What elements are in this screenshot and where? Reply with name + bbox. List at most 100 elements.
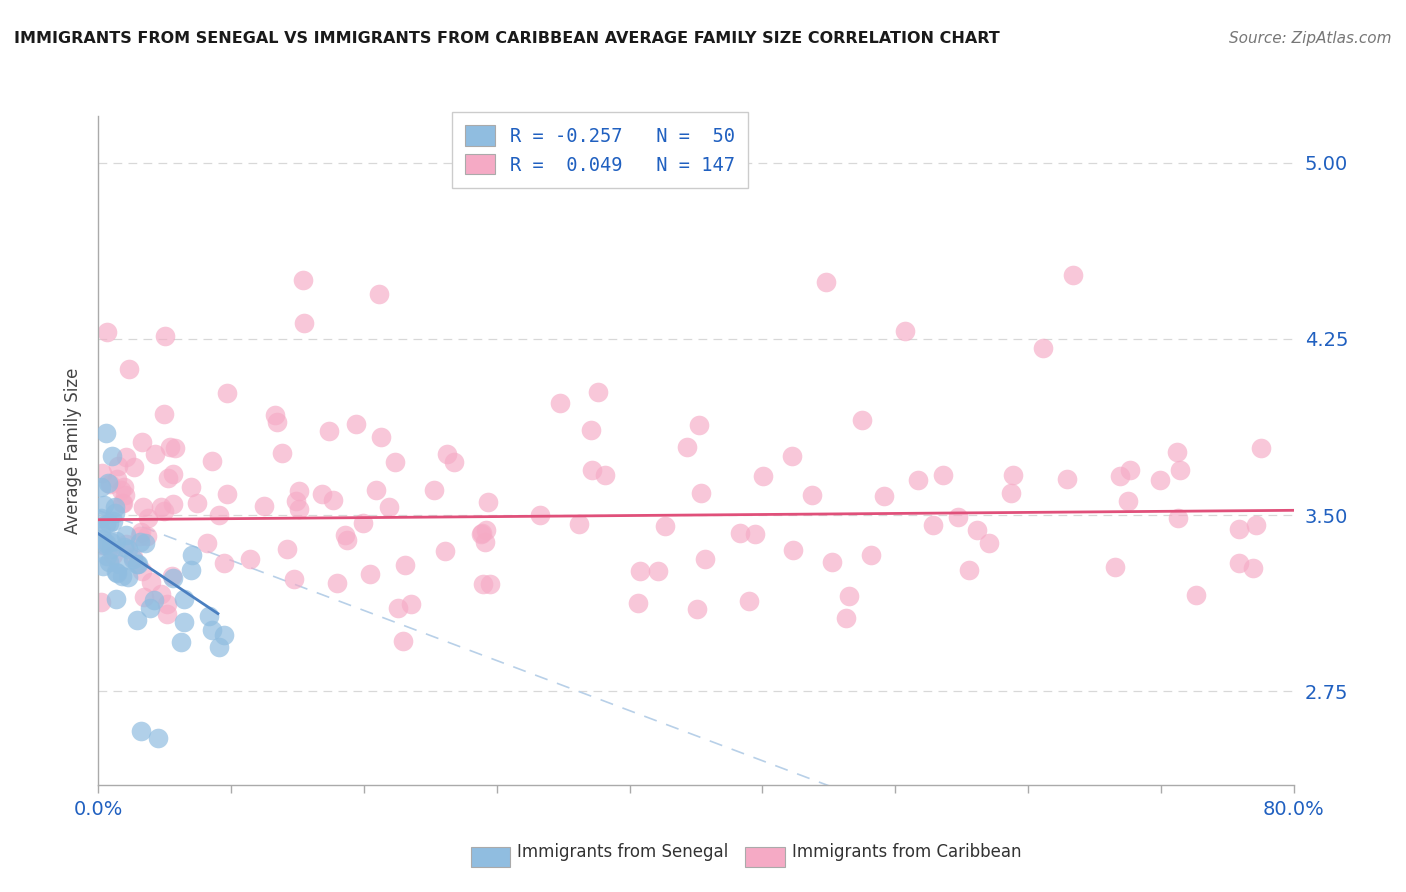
Point	[780, 449, 803, 463]
Point	[470, 526, 492, 541]
Point	[436, 447, 458, 461]
Point	[851, 412, 873, 426]
Point	[1227, 523, 1250, 537]
Point	[93, 498, 115, 512]
Point	[173, 615, 195, 629]
Point	[977, 536, 1000, 550]
Point	[104, 506, 127, 520]
Point	[129, 535, 152, 549]
Point	[134, 536, 156, 550]
Point	[1149, 473, 1171, 487]
Point	[129, 525, 152, 540]
Point	[117, 570, 139, 584]
Point	[894, 324, 917, 338]
Point	[581, 463, 603, 477]
Point	[1104, 560, 1126, 574]
Point	[433, 544, 456, 558]
Point	[117, 362, 139, 376]
Point	[628, 564, 651, 578]
Point	[318, 425, 340, 439]
Point	[98, 516, 121, 530]
Point	[129, 529, 152, 543]
Point	[1167, 511, 1189, 525]
Point	[907, 473, 929, 487]
Point	[153, 328, 176, 343]
Point	[159, 440, 181, 454]
Point	[212, 628, 235, 642]
Point	[283, 572, 305, 586]
Point	[548, 396, 571, 410]
Point	[129, 723, 152, 738]
Point	[288, 484, 311, 499]
Point	[94, 517, 117, 532]
Point	[180, 480, 202, 494]
Point	[287, 502, 309, 516]
Point	[253, 500, 276, 514]
Point	[378, 500, 401, 515]
Text: IMMIGRANTS FROM SENEGAL VS IMMIGRANTS FROM CARIBBEAN AVERAGE FAMILY SIZE CORRELA: IMMIGRANTS FROM SENEGAL VS IMMIGRANTS FR…	[14, 31, 1000, 46]
Point	[143, 593, 166, 607]
Point	[1166, 444, 1188, 458]
Point	[160, 569, 183, 583]
Point	[208, 640, 231, 655]
Point	[387, 600, 409, 615]
Point	[366, 483, 388, 497]
Text: Immigrants from Senegal: Immigrants from Senegal	[517, 843, 728, 861]
Point	[96, 549, 118, 563]
Point	[392, 634, 415, 648]
Point	[477, 494, 499, 508]
Point	[688, 417, 710, 432]
Text: Immigrants from Caribbean: Immigrants from Caribbean	[792, 843, 1021, 861]
Point	[946, 509, 969, 524]
Point	[214, 556, 236, 570]
Point	[266, 415, 288, 429]
Point	[156, 597, 179, 611]
Point	[136, 529, 159, 543]
Point	[101, 549, 124, 563]
Point	[654, 519, 676, 533]
Point	[215, 487, 238, 501]
Point	[292, 316, 315, 330]
Point	[115, 537, 138, 551]
Point	[100, 535, 122, 549]
Point	[115, 450, 138, 464]
Point	[108, 558, 131, 572]
Point	[90, 532, 112, 546]
Point	[96, 326, 118, 340]
Point	[146, 731, 169, 745]
Point	[122, 549, 145, 564]
Point	[1032, 341, 1054, 355]
Point	[104, 565, 127, 579]
Point	[136, 510, 159, 524]
Point	[91, 558, 114, 573]
Point	[110, 483, 132, 497]
Point	[752, 468, 775, 483]
Point	[201, 624, 224, 638]
Point	[474, 534, 496, 549]
Point	[114, 488, 136, 502]
Point	[370, 430, 392, 444]
Point	[593, 467, 616, 482]
Point	[162, 571, 184, 585]
Point	[215, 386, 238, 401]
Point	[1108, 468, 1130, 483]
Point	[1229, 556, 1251, 570]
Point	[738, 593, 761, 607]
Text: Source: ZipAtlas.com: Source: ZipAtlas.com	[1229, 31, 1392, 46]
Point	[117, 541, 139, 556]
Point	[111, 495, 134, 509]
Point	[821, 555, 844, 569]
Point	[815, 275, 838, 289]
Point	[112, 480, 135, 494]
Point	[471, 525, 494, 540]
Point	[114, 527, 136, 541]
Point	[647, 564, 669, 578]
Point	[162, 497, 184, 511]
Point	[134, 590, 156, 604]
Point	[90, 595, 112, 609]
Point	[138, 601, 160, 615]
Point	[131, 564, 153, 578]
Point	[153, 504, 176, 518]
Point	[311, 487, 333, 501]
Point	[132, 500, 155, 515]
